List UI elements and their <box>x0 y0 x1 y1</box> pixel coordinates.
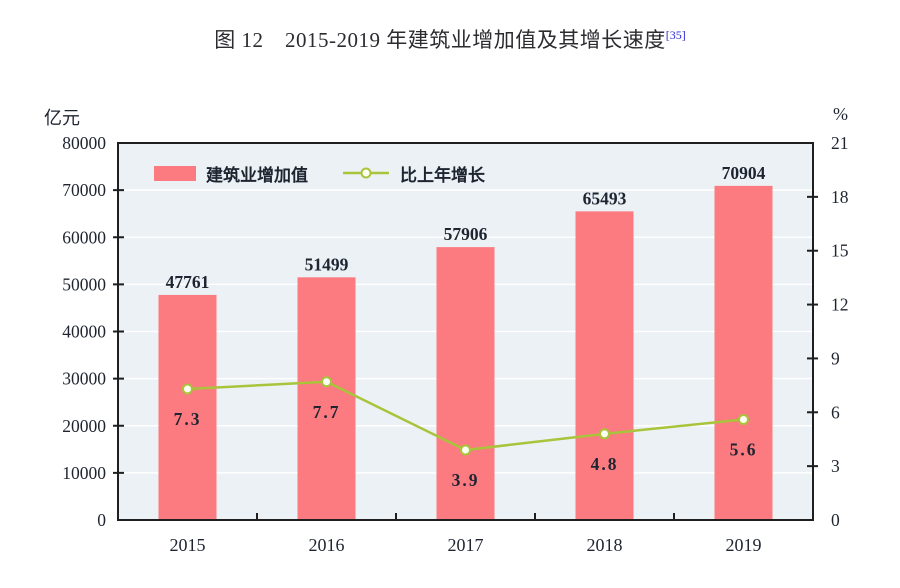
x-axis-label-2018: 2018 <box>587 535 623 555</box>
footnote-reference: [35] <box>665 28 686 42</box>
x-axis-label-2015: 2015 <box>170 535 206 555</box>
left-axis-tick-label: 0 <box>97 510 106 530</box>
right-axis-tick-label: 6 <box>831 402 840 422</box>
line-series-legend-label: 比上年增长 <box>400 165 485 185</box>
right-axis-tick-label: 3 <box>831 456 840 476</box>
bar-value-label-2018: 65493 <box>583 188 627 208</box>
bar-series-swatch <box>154 165 196 181</box>
left-axis-tick-label: 40000 <box>62 322 106 342</box>
left-axis-tick-label: 10000 <box>62 463 106 483</box>
right-axis-tick-label: 9 <box>831 348 840 368</box>
line-marker-2019 <box>738 413 749 425</box>
growth-value-label-2017: 3.9 <box>452 470 480 490</box>
bar-2015 <box>158 294 217 520</box>
right-axis-tick-label: 21 <box>831 133 849 153</box>
bar-value-label-2019: 70904 <box>722 163 766 183</box>
bar-2018 <box>575 211 634 520</box>
right-axis-tick-label: 0 <box>831 510 840 530</box>
growth-value-label-2015: 7.3 <box>174 409 202 429</box>
right-axis-unit-label: % <box>833 104 848 124</box>
right-axis-tick-label: 12 <box>831 295 849 315</box>
bar-series-legend-label: 建筑业增加值 <box>206 165 308 185</box>
right-axis-tick-label: 18 <box>831 187 849 207</box>
left-axis-tick-label: 50000 <box>62 274 106 294</box>
bar-value-label-2016: 51499 <box>305 254 349 274</box>
line-marker-2018 <box>599 428 610 440</box>
left-axis-tick-label: 60000 <box>62 227 106 247</box>
x-axis-label-2019: 2019 <box>726 535 762 555</box>
x-axis-label-2017: 2017 <box>448 535 484 555</box>
line-marker-2017 <box>460 444 471 456</box>
growth-value-label-2016: 7.7 <box>313 402 341 422</box>
left-axis-unit-label: 亿元 <box>44 108 80 128</box>
bar-value-label-2017: 57906 <box>444 224 488 244</box>
growth-value-label-2019: 5.6 <box>730 439 758 459</box>
line-marker-2016 <box>321 376 332 388</box>
growth-value-label-2018: 4.8 <box>591 454 619 474</box>
bar-2019 <box>714 185 773 520</box>
bar-2017 <box>436 247 495 520</box>
left-axis-tick-label: 80000 <box>62 133 106 153</box>
chart-legend: 建筑业增加值 比上年增长 <box>154 160 485 186</box>
left-axis-tick-label: 30000 <box>62 369 106 389</box>
figure-title-text: 图 12 2015-2019 年建筑业增加值及其增长速度 <box>214 28 666 52</box>
line-series-glyph <box>343 167 389 179</box>
figure-title: 图 12 2015-2019 年建筑业增加值及其增长速度[35] <box>0 24 900 54</box>
x-axis-label-2016: 2016 <box>309 535 345 555</box>
bar-value-label-2015: 47761 <box>166 272 210 292</box>
bar-2016 <box>297 277 356 520</box>
line-marker-2015 <box>182 383 193 395</box>
right-axis-tick-label: 15 <box>831 241 849 261</box>
left-axis-tick-label: 70000 <box>62 180 106 200</box>
left-axis-tick-label: 20000 <box>62 416 106 436</box>
